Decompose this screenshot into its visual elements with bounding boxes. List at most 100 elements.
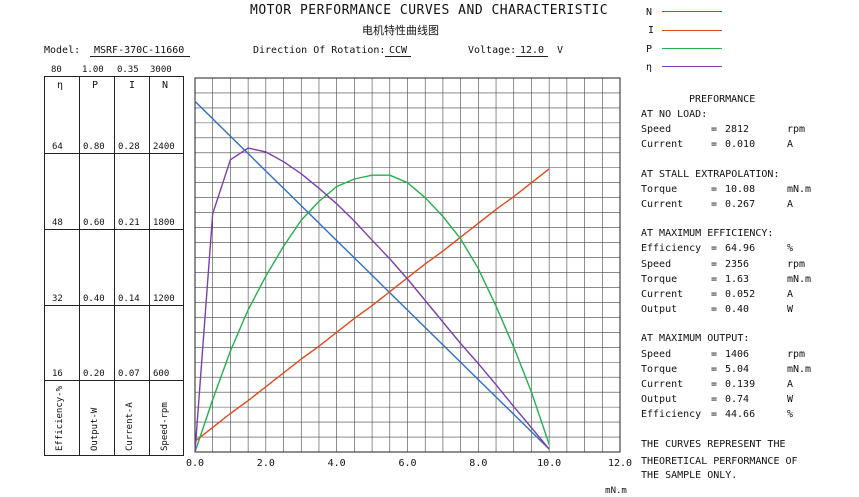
scale-tick-i: 0.28 <box>118 142 140 152</box>
perf-label: Current <box>641 139 684 151</box>
chart-subtitle: 电机特性曲线图 <box>362 24 439 37</box>
scale-symbol-p: P <box>92 80 99 91</box>
current-curve <box>194 168 550 442</box>
perf-label: Speed <box>641 124 672 136</box>
efficiency-curve <box>194 147 550 453</box>
x-tick-label: 2.0 <box>257 458 275 469</box>
perf-value: 0.010 <box>725 139 756 151</box>
scale-max-p: 1.00 <box>82 65 104 75</box>
max-efficiency-row: Output = 0.40 W <box>641 302 827 317</box>
perf-eq: = <box>711 183 718 195</box>
max-efficiency-row: Speed = 2356 rpm <box>641 257 827 272</box>
stall-title: AT STALL EXTRAPOLATION: <box>641 168 780 180</box>
perf-eq: = <box>711 394 718 406</box>
perf-eq: = <box>711 289 718 301</box>
perf-label: Current <box>641 379 684 391</box>
perf-value: 1.63 <box>725 273 750 285</box>
model-value: MSRF-370C-11660 <box>90 45 190 57</box>
stall-row: Current = 0.267 A <box>641 197 827 212</box>
voltage-unit: V <box>557 45 564 56</box>
scale-tick-i: 0.07 <box>118 369 140 379</box>
stall-row: Torque = 10.08 mN.m <box>641 182 827 197</box>
perf-eq: = <box>711 258 718 270</box>
max-output-row: Current = 0.139 A <box>641 377 827 392</box>
perf-unit: A <box>787 289 794 301</box>
perf-label: Output <box>641 394 678 406</box>
scale-col-divider <box>79 77 80 455</box>
perf-value: 0.139 <box>725 379 756 391</box>
curves-note-line: THEORETICAL PERFORMANCE OF <box>641 455 798 467</box>
legend-label-eta: η <box>646 62 653 73</box>
perf-unit: rpm <box>787 348 806 360</box>
perf-eq: = <box>711 363 718 375</box>
scale-row-divider <box>45 153 183 154</box>
scale-symbol-i: I <box>129 80 136 91</box>
scale-tick-eta: 16 <box>52 369 63 379</box>
direction-value: CCW <box>385 45 412 57</box>
legend-label-p: P <box>646 44 653 55</box>
perf-eq: = <box>711 304 718 316</box>
perf-unit: A <box>787 199 794 211</box>
scale-tick-i: 0.14 <box>118 294 140 304</box>
perf-eq: = <box>711 124 718 136</box>
perf-value: 2356 <box>725 258 750 270</box>
perf-unit: mN.m <box>787 273 812 285</box>
x-axis-label: mN.m <box>605 486 627 496</box>
no-load-title: AT NO LOAD: <box>641 109 708 120</box>
scale-tick-eta: 32 <box>52 294 63 304</box>
legend-label-n: N <box>646 7 653 18</box>
scale-tick-n: 1200 <box>153 294 175 304</box>
perf-value: 0.74 <box>725 394 750 406</box>
model-label: Model: <box>44 45 81 56</box>
perf-value: 1406 <box>725 348 750 360</box>
scale-tick-eta: 48 <box>52 218 63 228</box>
max-output-row: Output = 0.74 W <box>641 392 827 407</box>
legend-line-p <box>662 48 722 49</box>
performance-panel: PREFORMANCE <box>641 92 755 107</box>
scale-col-divider <box>149 77 150 455</box>
performance-details: AT NO LOAD: Speed = 2812 rpm Current = 0.010 A AT… <box>641 107 827 483</box>
curves-note: THE CURVES REPRESENT THE THEORETICAL PERF… <box>641 437 827 483</box>
perf-eq: = <box>711 243 718 255</box>
no-load-row: Current = 0.010 A <box>641 137 827 152</box>
perf-label: Speed <box>641 258 672 270</box>
plot-frame <box>194 77 621 453</box>
max-efficiency-row: Torque = 1.63 mN.m <box>641 272 827 287</box>
scale-max-n: 3000 <box>150 65 172 75</box>
perf-eq: = <box>711 273 718 285</box>
perf-value: 0.40 <box>725 304 750 316</box>
x-tick-label: 10.0 <box>537 458 561 469</box>
direction-label: Direction Of Rotation: <box>253 45 386 56</box>
scale-tick-n: 2400 <box>153 142 175 152</box>
chart-title: MOTOR PERFORMANCE CURVES AND CHARACTERIS… <box>250 3 609 18</box>
max-efficiency-title: AT MAXIMUM EFFICIENCY: <box>641 228 774 240</box>
perf-value: 2812 <box>725 124 750 136</box>
max-output-row: Torque = 5.04 mN.m <box>641 362 827 377</box>
perf-label: Current <box>641 199 684 211</box>
perf-eq: = <box>711 348 718 360</box>
scale-tick-p: 0.40 <box>83 294 105 304</box>
scale-tick-eta: 64 <box>52 142 63 152</box>
scale-row-divider <box>45 380 183 381</box>
perf-unit: A <box>787 139 794 151</box>
perf-eq: = <box>711 379 718 391</box>
perf-unit: % <box>787 243 794 255</box>
max-efficiency-row: Current = 0.052 A <box>641 287 827 302</box>
perf-value: 10.08 <box>725 183 756 195</box>
perf-unit: mN.m <box>787 183 812 195</box>
perf-value: 0.267 <box>725 199 756 211</box>
x-tick-label: 6.0 <box>398 458 416 469</box>
scale-tick-n: 1800 <box>153 218 175 228</box>
x-tick-label: 8.0 <box>469 458 487 469</box>
performance-heading: PREFORMANCE <box>689 94 756 105</box>
perf-label: Torque <box>641 363 678 375</box>
scale-max-eta: 80 <box>51 65 62 75</box>
perf-eq: = <box>711 139 718 151</box>
max-output-row: Speed = 1406 rpm <box>641 347 827 362</box>
x-tick-label: 0.0 <box>186 458 204 469</box>
perf-value: 44.66 <box>725 409 756 421</box>
perf-label: Current <box>641 289 684 301</box>
perf-value: 5.04 <box>725 363 750 375</box>
legend-line-eta <box>662 66 722 67</box>
